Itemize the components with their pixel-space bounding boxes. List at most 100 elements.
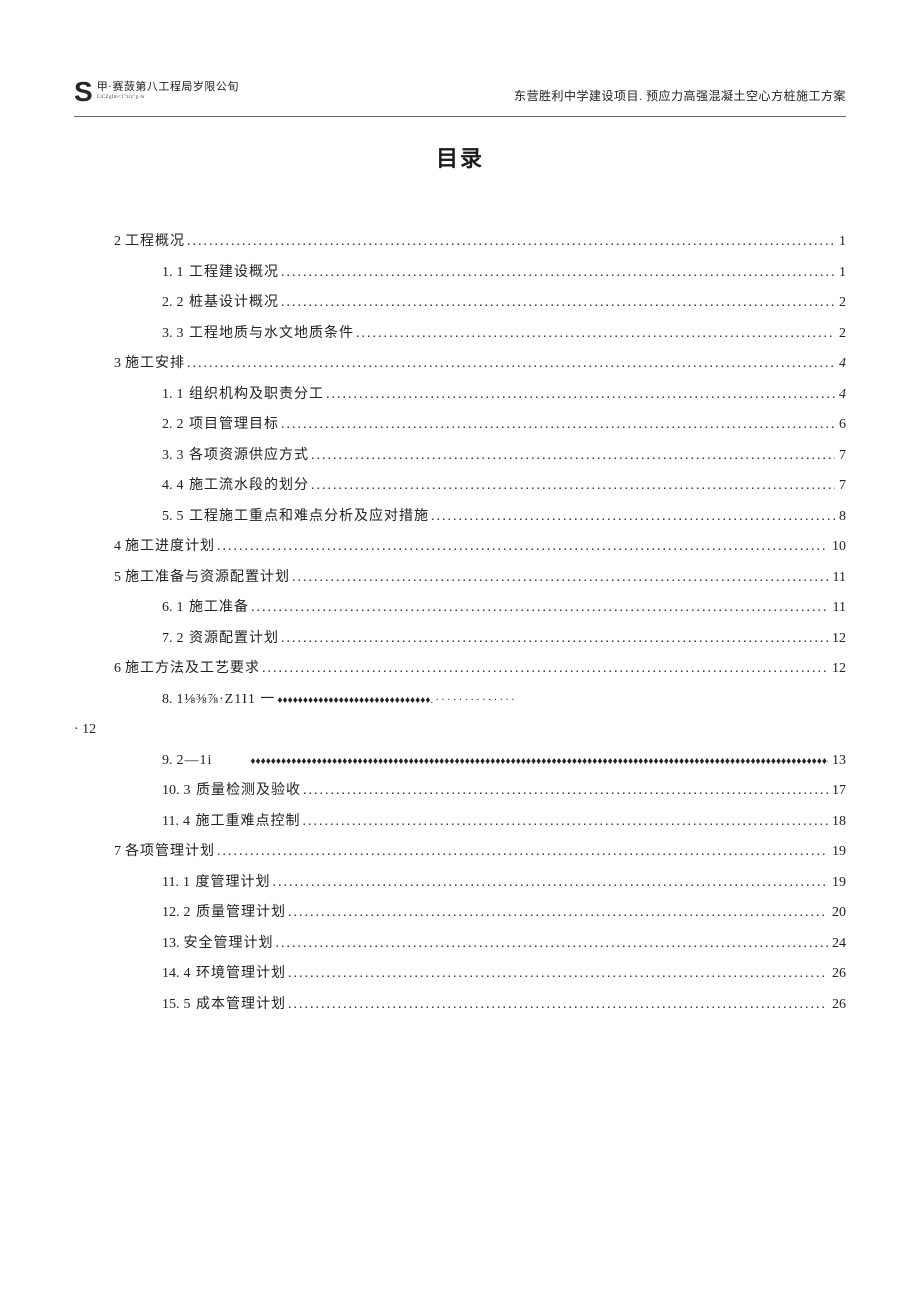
company-subtitle: CiCZgfm<1"zrz"g·m [97, 95, 239, 100]
toc-leader-dots: ........................................… [187, 349, 835, 380]
logo-text-column: 甲·赛蔹第八工程局岁限公旬 CiCZgfm<1"zrz"g·m [97, 78, 239, 100]
toc-entry: 11. 4 施工重难点控制...........................… [74, 807, 846, 838]
toc-prefix: 1. [162, 380, 173, 411]
toc-page-number: 1 [837, 227, 846, 258]
toc-prefix: 7 [114, 837, 121, 868]
toc-entry: 11. 1 度管理计划.............................… [74, 868, 846, 899]
toc-entry: 7 各项管理计划................................… [74, 837, 846, 868]
toc-prefix: 6 [114, 654, 121, 685]
toc-prefix: 12. [162, 898, 180, 929]
toc-page-number: 2 [837, 288, 846, 319]
toc-leader-dots: ........................................… [311, 471, 835, 502]
toc-leader-dots: ........................................… [276, 929, 829, 960]
toc-prefix: 8. [162, 685, 173, 716]
header-divider [74, 116, 846, 117]
toc-entry: 9. 2—1i♦♦♦♦♦♦♦♦♦♦♦♦♦♦♦♦♦♦♦♦♦♦♦♦♦♦♦♦♦♦♦♦♦… [74, 746, 846, 777]
toc-entry: 5 施工准备与资源配置计划...........................… [74, 563, 846, 594]
toc-prefix: 3 [114, 349, 121, 380]
toc-label: 3 质量检测及验收 [184, 776, 302, 807]
page-header: S 甲·赛蔹第八工程局岁限公旬 CiCZgfm<1"zrz"g·m 东营胜利中学… [74, 78, 846, 106]
toc-page-number: 19 [830, 837, 846, 868]
toc-prefix: 5 [114, 563, 121, 594]
toc-page-number: 11 [831, 593, 846, 624]
toc-entry: 10. 3 质量检测及验收...........................… [74, 776, 846, 807]
toc-page-number: 26 [830, 990, 846, 1021]
toc-page-number: 10 [830, 532, 846, 563]
toc-leader-dots: ........................................… [356, 319, 835, 350]
company-name: 甲·赛蔹第八工程局岁限公旬 [97, 78, 239, 94]
toc-leader-dots: ........................................… [292, 563, 829, 594]
toc-continuation-text: · 12 [74, 715, 96, 746]
toc-page-number: 1 [837, 258, 846, 289]
toc-leader-dots: ........................................… [288, 959, 828, 990]
toc-page-number: 7 [837, 441, 846, 472]
toc-leader-dots: ........................................… [281, 624, 828, 655]
toc-entry: 4 施工进度计划................................… [74, 532, 846, 563]
toc-entry: 6 施工方法及工艺要求.............................… [74, 654, 846, 685]
toc-page-number: 8 [837, 502, 846, 533]
toc-entry: 13. 安全管理计划..............................… [74, 929, 846, 960]
toc-page-number: 2 [837, 319, 846, 350]
toc-prefix: 7. [162, 624, 173, 655]
toc-prefix: 14. [162, 959, 180, 990]
page-container: S 甲·赛蔹第八工程局岁限公旬 CiCZgfm<1"zrz"g·m 东营胜利中学… [0, 0, 920, 1080]
toc-prefix: 3. [162, 441, 173, 472]
toc-leader-dots: ........................................… [217, 837, 828, 868]
toc-prefix: 4 [114, 532, 121, 563]
toc-label: 3 工程地质与水文地质条件 [177, 319, 355, 350]
toc-leader-dots: ........................................… [288, 990, 828, 1021]
toc-label: 施工进度计划 [125, 532, 215, 563]
page-title: 目录 [74, 141, 846, 173]
toc-label: 5 工程施工重点和难点分析及应对措施 [177, 502, 430, 533]
toc-leader-dots: ........................................… [311, 441, 835, 472]
toc-entry: 15. 5 成本管理计划............................… [74, 990, 846, 1021]
toc-leader-dots: ........................................… [288, 898, 828, 929]
toc-page-number: 12 [830, 654, 846, 685]
toc-label: 各项管理计划 [125, 837, 215, 868]
toc-label: 2 资源配置计划 [177, 624, 280, 655]
toc-page-number: 4 [837, 349, 846, 380]
toc-page-number: 4 [837, 380, 846, 411]
toc-label: 1 度管理计划 [183, 868, 271, 899]
toc-prefix: 11. [162, 807, 179, 838]
toc-leader-dots: ........................................… [431, 502, 835, 533]
toc-prefix: 9. [162, 746, 173, 777]
toc-prefix: 3. [162, 319, 173, 350]
toc-label: 1 施工准备 [177, 593, 250, 624]
toc-leader-dots: ........................................… [281, 410, 835, 441]
toc-label: 5 成本管理计划 [184, 990, 287, 1021]
toc-prefix: 2. [162, 288, 173, 319]
toc-label: 安全管理计划 [184, 929, 274, 960]
toc-page-number: 24 [830, 929, 846, 960]
toc-label: 施工安排 [125, 349, 185, 380]
toc-label: 施工方法及工艺要求 [125, 654, 260, 685]
toc-page-number: 13 [830, 746, 846, 777]
toc-entry: 8. 1⅛⅜⅞·Z1I1 一 ♦♦♦♦♦♦♦♦♦♦♦♦♦♦♦♦♦♦♦♦♦♦♦♦♦… [74, 685, 846, 716]
toc-leader-dots: ........................................… [251, 593, 829, 624]
toc-label: 4 施工流水段的划分 [177, 471, 310, 502]
toc-leader-dots: ........................................… [187, 227, 835, 258]
toc-entry: 3. 3 各项资源供应方式...........................… [74, 441, 846, 472]
document-title-right: 东营胜利中学建设项目. 预应力高强混凝土空心方桩施工方案 [514, 87, 846, 104]
toc-label: 2 质量管理计划 [184, 898, 287, 929]
toc-page-number: 11 [831, 563, 846, 594]
toc-entry: 2 工程概况..................................… [74, 227, 846, 258]
toc-leader-dots: ........................................… [302, 807, 828, 838]
toc-label: 2 项目管理目标 [177, 410, 280, 441]
toc-label: 2 桩基设计概况 [177, 288, 280, 319]
toc-leader-diamonds: ♦♦♦♦♦♦♦♦♦♦♦♦♦♦♦♦♦♦♦♦♦♦♦♦♦♦♦♦♦♦♦♦♦♦♦♦♦♦♦♦… [250, 751, 828, 773]
toc-entry: 4. 4 施工流水段的划分...........................… [74, 471, 846, 502]
table-of-contents: 2 工程概况..................................… [74, 227, 846, 1020]
toc-label: 4 施工重难点控制 [183, 807, 301, 838]
toc-prefix: 2 [114, 227, 121, 258]
toc-prefix: 11. [162, 868, 179, 899]
logo-block: S 甲·赛蔹第八工程局岁限公旬 CiCZgfm<1"zrz"g·m [74, 78, 239, 106]
toc-entry: 12. 2 质量管理计划............................… [74, 898, 846, 929]
toc-label: 1⅛⅜⅞·Z1I1 一 [177, 685, 276, 716]
toc-entry: 6. 1 施工准备...............................… [74, 593, 846, 624]
toc-label: 工程概况 [125, 227, 185, 258]
toc-entry: 14. 4 环境管理计划............................… [74, 959, 846, 990]
toc-page-number: 17 [830, 776, 846, 807]
toc-leader-dots: ........................................… [326, 380, 835, 411]
toc-page-number: 12 [830, 624, 846, 655]
